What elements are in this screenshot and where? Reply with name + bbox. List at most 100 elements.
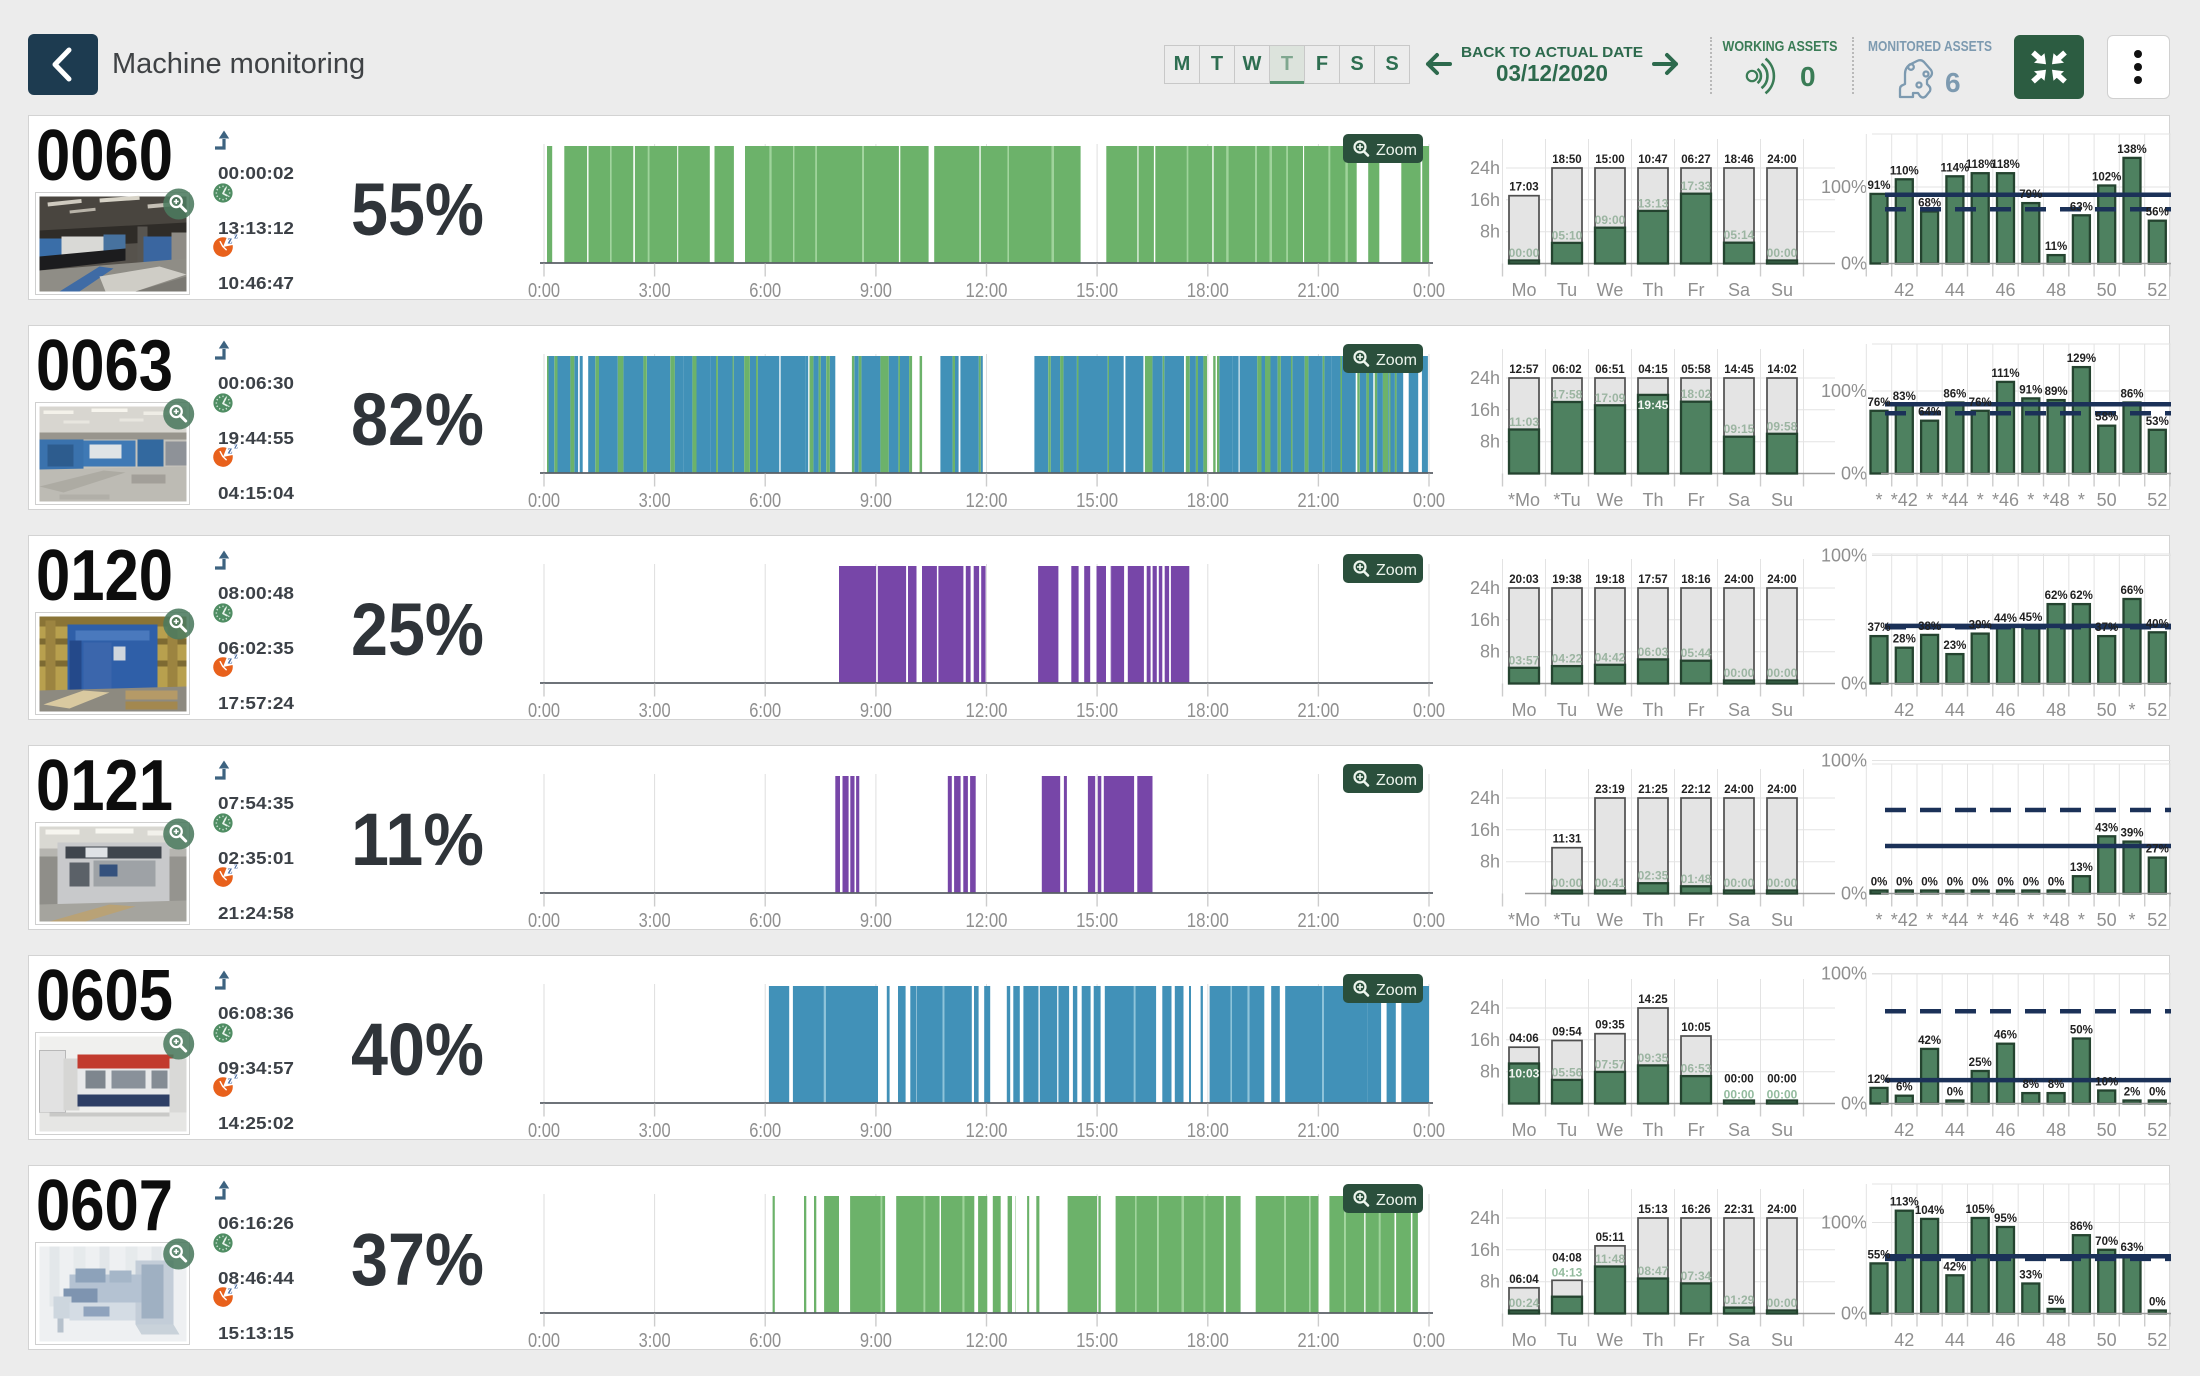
svg-text:08:00:48: 08:00:48 [218, 583, 294, 603]
svg-text:82%: 82% [351, 378, 484, 461]
svg-text:21:25: 21:25 [1638, 784, 1668, 796]
svg-text:02:35:01: 02:35:01 [218, 848, 294, 868]
svg-text:10:03: 10:03 [1509, 1067, 1540, 1081]
svg-text:04:22: 04:22 [1552, 652, 1583, 666]
svg-text:18:00: 18:00 [1187, 280, 1229, 301]
svg-text:86%: 86% [2120, 389, 2143, 401]
svg-text:100%: 100% [1821, 964, 1867, 984]
svg-text:86%: 86% [2070, 1221, 2093, 1233]
svg-text:05:58: 05:58 [1681, 364, 1711, 376]
svg-text:63%: 63% [2070, 201, 2093, 213]
svg-text:76%: 76% [1969, 397, 1992, 409]
svg-text:Fr: Fr [1688, 1120, 1705, 1140]
svg-text:24h: 24h [1470, 578, 1500, 598]
svg-text:52: 52 [2147, 1120, 2167, 1140]
svg-text:00:00: 00:00 [1552, 876, 1583, 890]
svg-text:100%: 100% [1821, 177, 1867, 197]
svg-text:*46: *46 [1992, 910, 2019, 930]
svg-text:0%: 0% [1841, 674, 1867, 694]
svg-text:113%: 113% [1890, 1197, 1919, 1209]
svg-text:24:00: 24:00 [1767, 1204, 1796, 1216]
svg-text:06:51: 06:51 [1595, 364, 1625, 376]
svg-text:100%: 100% [1821, 381, 1867, 401]
svg-text:BACK TO ACTUAL DATE: BACK TO ACTUAL DATE [1461, 44, 1643, 61]
svg-text:*: * [1875, 910, 1882, 930]
svg-text:25%: 25% [351, 588, 484, 671]
svg-text:3:00: 3:00 [639, 490, 671, 511]
svg-text:62%: 62% [2045, 590, 2068, 602]
svg-text:00:41: 00:41 [1595, 876, 1626, 890]
svg-text:18:00: 18:00 [1187, 910, 1229, 931]
svg-text:27%: 27% [2146, 844, 2169, 856]
svg-text:*: * [1977, 490, 1984, 510]
svg-text:19:44:55: 19:44:55 [218, 428, 294, 448]
svg-text:18:00: 18:00 [1187, 700, 1229, 721]
svg-text:0%: 0% [1871, 877, 1888, 889]
svg-text:00:00: 00:00 [1767, 1074, 1796, 1086]
svg-text:21:00: 21:00 [1297, 910, 1339, 931]
svg-text:0:00: 0:00 [1413, 1120, 1445, 1141]
svg-text:z: z [234, 861, 238, 871]
svg-text:*: * [2128, 700, 2135, 720]
svg-text:04:13: 04:13 [1552, 1265, 1583, 1279]
svg-text:Su: Su [1771, 700, 1793, 720]
svg-text:95%: 95% [1994, 1213, 2017, 1225]
svg-text:We: We [1597, 1330, 1624, 1350]
svg-text:48: 48 [2046, 1330, 2066, 1350]
svg-text:*: * [2078, 910, 2085, 930]
svg-text:24:00: 24:00 [1767, 574, 1796, 586]
svg-text:10:47: 10:47 [1638, 154, 1667, 166]
svg-text:Fr: Fr [1688, 490, 1705, 510]
svg-text:17:03: 17:03 [1509, 182, 1538, 194]
svg-text:22:31: 22:31 [1724, 1204, 1754, 1216]
svg-text:55%: 55% [1867, 1249, 1890, 1261]
svg-text:Su: Su [1771, 1330, 1793, 1350]
svg-text:05:11: 05:11 [1596, 1232, 1625, 1244]
svg-text:64%: 64% [1918, 407, 1941, 419]
svg-text:06:16:26: 06:16:26 [218, 1213, 294, 1233]
svg-text:Tu: Tu [1557, 1330, 1577, 1350]
svg-text:00:00: 00:00 [1509, 246, 1540, 260]
svg-text:14:25:02: 14:25:02 [218, 1113, 294, 1133]
svg-text:0: 0 [1800, 61, 1816, 92]
svg-text:16h: 16h [1470, 1030, 1500, 1050]
svg-text:14:45: 14:45 [1724, 364, 1754, 376]
svg-text:9:00: 9:00 [860, 700, 892, 721]
svg-text:11:48: 11:48 [1595, 1252, 1625, 1266]
svg-text:0060: 0060 [36, 116, 173, 196]
svg-text:42%: 42% [1943, 1261, 1966, 1273]
svg-text:39%: 39% [2120, 828, 2143, 840]
svg-text:*42: *42 [1891, 910, 1918, 930]
svg-text:18:46: 18:46 [1724, 154, 1753, 166]
svg-text:*: * [2128, 910, 2135, 930]
svg-text:05:14: 05:14 [1724, 228, 1755, 242]
svg-text:9:00: 9:00 [860, 490, 892, 511]
svg-text:00:00:02: 00:00:02 [218, 163, 294, 183]
svg-text:23:19: 23:19 [1595, 784, 1624, 796]
svg-text:3:00: 3:00 [639, 280, 671, 301]
svg-text:19:38: 19:38 [1552, 574, 1582, 586]
svg-text:40%: 40% [2146, 618, 2169, 630]
svg-text:17:57: 17:57 [1638, 574, 1667, 586]
svg-text:8%: 8% [2022, 1079, 2039, 1091]
svg-text:9:00: 9:00 [860, 1330, 892, 1351]
svg-text:Tu: Tu [1557, 700, 1577, 720]
svg-text:10%: 10% [2095, 1077, 2118, 1089]
svg-text:Mo: Mo [1511, 280, 1536, 300]
svg-text:105%: 105% [1965, 1204, 1994, 1216]
svg-text:06:04: 06:04 [1509, 1274, 1539, 1286]
svg-text:04:15: 04:15 [1638, 364, 1668, 376]
svg-text:04:42: 04:42 [1595, 650, 1626, 664]
svg-text:39%: 39% [1969, 620, 1992, 632]
svg-text:6:00: 6:00 [749, 490, 781, 511]
svg-text:z: z [228, 655, 233, 667]
svg-text:Su: Su [1771, 1120, 1793, 1140]
svg-text:Fr: Fr [1688, 280, 1705, 300]
svg-text:50: 50 [2097, 490, 2117, 510]
svg-text:48: 48 [2046, 1120, 2066, 1140]
svg-text:9:00: 9:00 [860, 280, 892, 301]
svg-text:00:00: 00:00 [1724, 876, 1755, 890]
svg-text:24h: 24h [1470, 1208, 1500, 1228]
svg-text:24:00: 24:00 [1767, 154, 1796, 166]
svg-text:37%: 37% [351, 1218, 484, 1301]
